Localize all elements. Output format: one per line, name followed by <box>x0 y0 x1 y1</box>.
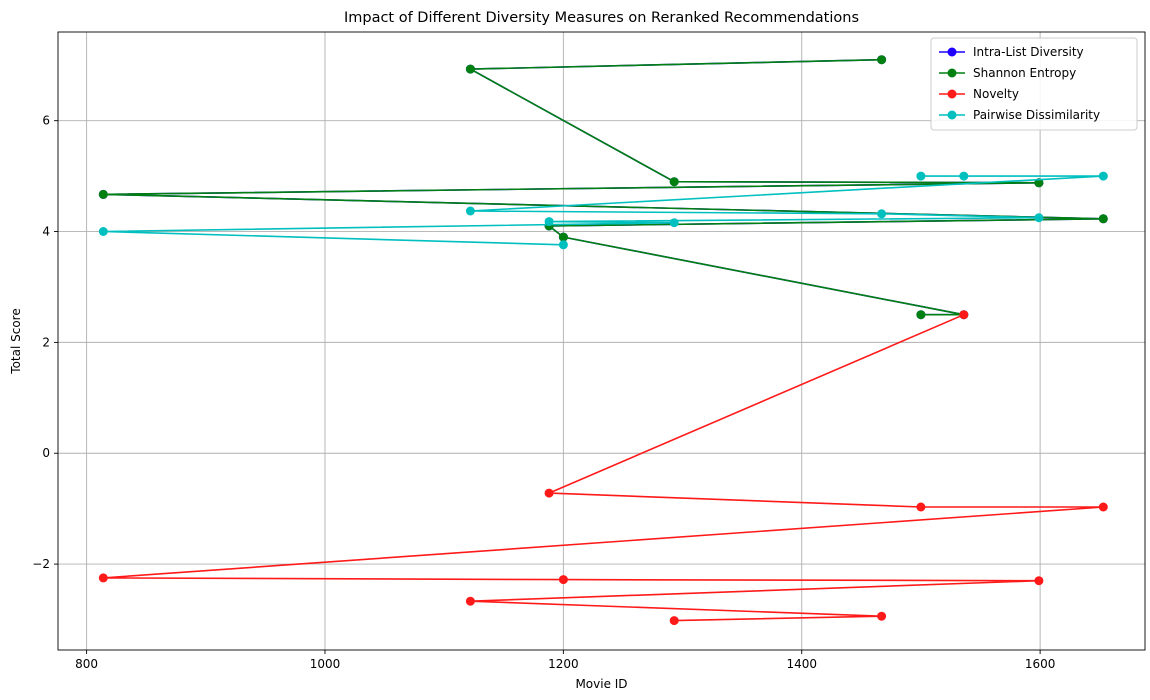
data-point <box>877 611 887 621</box>
data-point <box>465 596 475 606</box>
data-point <box>669 218 679 228</box>
x-tick-label: 1200 <box>548 657 579 671</box>
y-tick-label: 0 <box>42 446 50 460</box>
data-point <box>916 502 926 512</box>
data-point <box>465 64 475 74</box>
legend-box <box>930 37 1138 131</box>
chart-title: Impact of Different Diversity Measures o… <box>344 10 859 26</box>
data-point <box>877 209 887 219</box>
y-axis-ticks: −2 0 2 4 6 <box>32 114 58 571</box>
data-point <box>959 171 969 181</box>
y-tick-label: 6 <box>42 114 50 128</box>
data-point <box>558 575 568 585</box>
y-tick-label: 2 <box>42 335 50 349</box>
data-point <box>98 573 108 583</box>
data-point <box>669 616 679 626</box>
data-point <box>1098 171 1108 181</box>
data-point <box>1034 213 1044 223</box>
series-novelty <box>98 310 1108 626</box>
legend-item: Pairwise Dissimilarity <box>939 108 1100 122</box>
x-tick-label: 1000 <box>310 657 341 671</box>
series-line <box>102 175 1105 246</box>
plot-frame <box>57 31 1146 651</box>
series-line <box>102 313 1105 622</box>
legend-marker <box>947 110 957 120</box>
data-point <box>1034 576 1044 586</box>
x-tick-label: 1600 <box>1025 657 1056 671</box>
data-point <box>544 488 554 498</box>
legend-item: Novelty <box>939 87 1019 101</box>
data-point <box>916 171 926 181</box>
data-point <box>558 240 568 250</box>
legend-marker <box>947 47 957 57</box>
legend-label: Novelty <box>973 87 1019 101</box>
data-point <box>544 217 554 227</box>
legend: Intra-List Diversity Shannon Entropy Novel… <box>930 37 1138 131</box>
data-point <box>1098 502 1108 512</box>
series-line <box>102 58 1105 316</box>
legend-label: Intra-List Diversity <box>973 45 1084 59</box>
y-axis-label: Total Score <box>9 308 23 374</box>
series-pairwise-dissimilarity <box>98 171 1108 250</box>
x-axis-label: Movie ID <box>575 677 627 691</box>
legend-marker <box>947 68 957 78</box>
data-point <box>558 232 568 242</box>
series-shannon-entropy <box>98 55 1108 320</box>
series-layer <box>98 55 1108 626</box>
legend-marker <box>947 89 957 99</box>
data-point <box>916 310 926 320</box>
legend-item: Shannon Entropy <box>939 66 1076 80</box>
data-point <box>877 55 887 65</box>
y-tick-label: 4 <box>42 225 50 239</box>
legend-label: Shannon Entropy <box>973 66 1076 80</box>
y-tick-label: −2 <box>32 557 50 571</box>
x-tick-label: 800 <box>75 657 98 671</box>
data-point <box>669 177 679 187</box>
data-point <box>1098 214 1108 224</box>
x-axis-ticks: 800 1000 1200 1400 1600 <box>75 650 1055 671</box>
legend-label: Pairwise Dissimilarity <box>973 108 1100 122</box>
data-point <box>98 189 108 199</box>
data-point <box>98 227 108 236</box>
legend-item: Intra-List Diversity <box>939 45 1084 59</box>
data-point <box>465 206 475 216</box>
data-point <box>959 310 969 320</box>
x-tick-label: 1400 <box>786 657 817 671</box>
